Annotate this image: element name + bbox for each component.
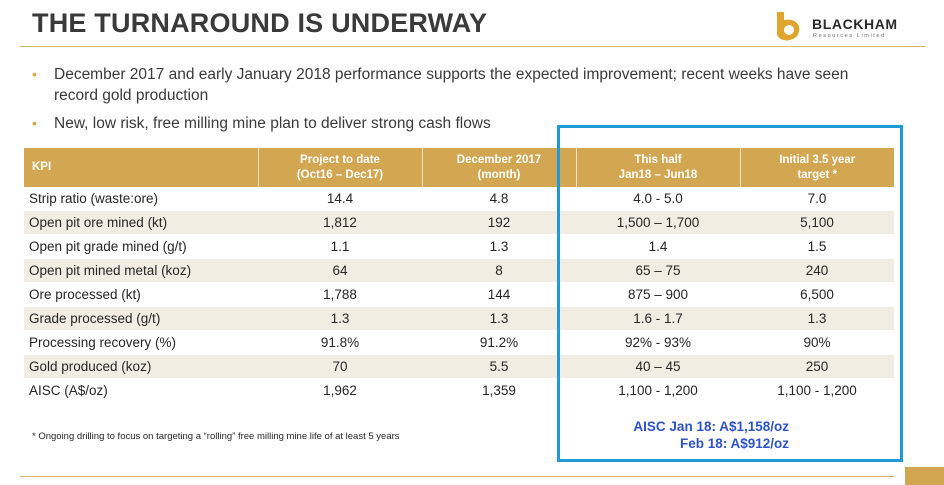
aisc-note-line1: AISC Jan 18: A$1,158/oz — [633, 419, 789, 434]
header-row: KPI Project to date (Oct16 – Dec17) Decembe… — [24, 148, 894, 187]
kpi-value-cell: 65 – 75 — [576, 258, 740, 283]
kpi-value-cell: 1,100 - 1,200 — [576, 378, 740, 403]
kpi-value-cell: 91.8% — [258, 330, 422, 355]
kpi-label-cell: Gold produced (koz) — [24, 354, 258, 379]
table-row: AISC (A$/oz) 1,962 1,359 1,100 - 1,200 1,100… — [24, 378, 894, 403]
bullet-dot-icon: • — [32, 115, 37, 131]
kpi-value-cell: 1.3 — [422, 306, 576, 331]
kpi-table-header: KPI Project to date (Oct16 – Dec17) Decembe… — [24, 148, 894, 187]
kpi-value-cell: 1.1 — [258, 234, 422, 259]
kpi-value-cell: 4.0 - 5.0 — [576, 187, 740, 211]
kpi-value-cell: 1,100 - 1,200 — [740, 378, 894, 403]
title-divider — [20, 46, 925, 47]
table-row: Open pit ore mined (kt) 1,812 192 1,500 – 1… — [24, 210, 894, 235]
kpi-value-cell: 1.3 — [740, 306, 894, 331]
bullet-text: December 2017 and early January 2018 per… — [54, 66, 849, 104]
column-header: Initial 3.5 year target * — [740, 148, 894, 187]
kpi-value-cell: 64 — [258, 258, 422, 283]
footer-bar — [0, 467, 944, 485]
kpi-table-body: Strip ratio (waste:ore) 14.4 4.8 4.0 - 5.0 7… — [24, 187, 894, 403]
column-header: This half Jan18 – Jun18 — [576, 148, 741, 187]
footnote: * Ongoing drilling to focus on targeting… — [32, 431, 400, 442]
logo-mark-icon — [777, 12, 800, 41]
column-header: KPI — [24, 148, 259, 187]
kpi-value-cell: 1.3 — [258, 306, 422, 331]
kpi-value-cell: 6,500 — [740, 282, 894, 307]
kpi-value-cell: 1.4 — [576, 234, 740, 259]
footer-rule — [20, 476, 894, 477]
table-row: Strip ratio (waste:ore) 14.4 4.8 4.0 - 5.0 7… — [24, 187, 894, 211]
footer-tab — [905, 467, 944, 485]
kpi-value-cell: 1.6 - 1.7 — [576, 306, 740, 331]
kpi-value-cell: 1,812 — [258, 210, 422, 235]
table-row: Processing recovery (%) 91.8% 91.2% 92% - 9… — [24, 330, 894, 355]
kpi-value-cell: 91.2% — [422, 330, 576, 355]
kpi-value-cell: 4.8 — [422, 187, 576, 211]
bullet-item: • New, low risk, free milling mine plan … — [32, 113, 882, 134]
kpi-value-cell: 1.3 — [422, 234, 576, 259]
table-row: Open pit grade mined (g/t) 1.1 1.3 1.4 1.5 — [24, 234, 894, 259]
kpi-value-cell: 1,359 — [422, 378, 576, 403]
kpi-value-cell: 5,100 — [740, 210, 894, 235]
bullet-dot-icon: • — [32, 66, 37, 82]
aisc-note: AISC Jan 18: A$1,158/oz Feb 18: A$912/oz — [557, 418, 789, 452]
kpi-value-cell: 875 – 900 — [576, 282, 740, 307]
blackham-logo: BLACKHAM Resources Limited — [773, 10, 923, 44]
table-row: Gold produced (koz) 70 5.5 40 – 45 250 — [24, 354, 894, 379]
kpi-label-cell: Grade processed (g/t) — [24, 306, 258, 331]
kpi-label-cell: Open pit ore mined (kt) — [24, 210, 258, 235]
kpi-label-cell: Strip ratio (waste:ore) — [24, 187, 258, 211]
aisc-note-line2: Feb 18: A$912/oz — [679, 436, 789, 451]
kpi-label-cell: Open pit grade mined (g/t) — [24, 234, 258, 259]
kpi-value-cell: 90% — [740, 330, 894, 355]
kpi-table: KPI Project to date (Oct16 – Dec17) Decembe… — [24, 148, 894, 403]
kpi-value-cell: 1.5 — [740, 234, 894, 259]
table-row: Open pit mined metal (koz) 64 8 65 – 75 240 — [24, 258, 894, 283]
kpi-value-cell: 144 — [422, 282, 576, 307]
table-row: Grade processed (g/t) 1.3 1.3 1.6 - 1.7 1.3 — [24, 306, 894, 331]
kpi-value-cell: 1,788 — [258, 282, 422, 307]
table-row: Ore processed (kt) 1,788 144 875 – 900 6,500 — [24, 282, 894, 307]
bullet-list: • December 2017 and early January 2018 p… — [32, 64, 882, 141]
kpi-value-cell: 240 — [740, 258, 894, 283]
kpi-label-cell: Processing recovery (%) — [24, 330, 258, 355]
kpi-value-cell: 8 — [422, 258, 576, 283]
bullet-text: New, low risk, free milling mine plan to… — [54, 115, 491, 132]
bullet-item: • December 2017 and early January 2018 p… — [32, 64, 882, 106]
logo-subtitle: Resources Limited — [813, 33, 886, 39]
column-header: December 2017 (month) — [422, 148, 577, 187]
kpi-label-cell: Ore processed (kt) — [24, 282, 258, 307]
kpi-value-cell: 40 – 45 — [576, 354, 740, 379]
kpi-value-cell: 5.5 — [422, 354, 576, 379]
kpi-value-cell: 1,500 – 1,700 — [576, 210, 740, 235]
column-header: Project to date (Oct16 – Dec17) — [258, 148, 423, 187]
slide-title: THE TURNAROUND IS UNDERWAY — [32, 8, 488, 38]
kpi-value-cell: 7.0 — [740, 187, 894, 211]
kpi-value-cell: 1,962 — [258, 378, 422, 403]
kpi-value-cell: 92% - 93% — [576, 330, 740, 355]
logo-name: BLACKHAM — [812, 16, 898, 32]
kpi-value-cell: 70 — [258, 354, 422, 379]
kpi-value-cell: 250 — [740, 354, 894, 379]
highlight-box — [557, 125, 903, 462]
kpi-label-cell: Open pit mined metal (koz) — [24, 258, 258, 283]
kpi-value-cell: 192 — [422, 210, 576, 235]
kpi-label-cell: AISC (A$/oz) — [24, 378, 258, 403]
kpi-value-cell: 14.4 — [258, 187, 422, 211]
